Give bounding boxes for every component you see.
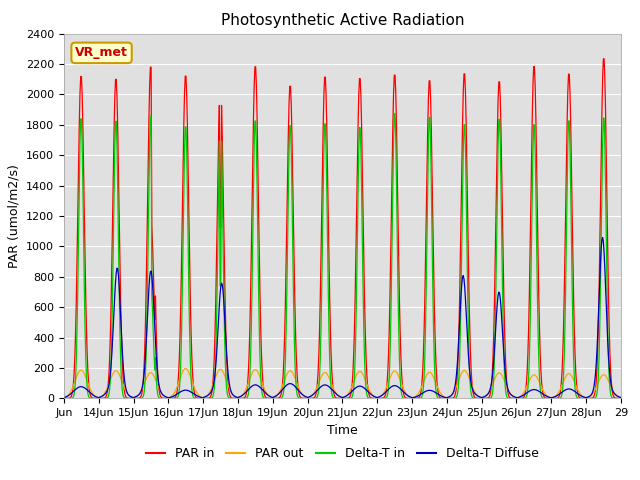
PAR out bbox=[513, 395, 521, 401]
PAR in bbox=[200, 396, 207, 401]
Delta-T Diffuse bbox=[125, 393, 133, 398]
PAR out bbox=[60, 395, 68, 401]
PAR out bbox=[277, 386, 285, 392]
Line: PAR in: PAR in bbox=[64, 59, 621, 398]
PAR in bbox=[125, 396, 133, 401]
PAR in bbox=[401, 394, 408, 399]
PAR out bbox=[432, 380, 440, 385]
Line: PAR out: PAR out bbox=[64, 369, 621, 398]
PAR in bbox=[617, 396, 625, 401]
Delta-T in bbox=[60, 396, 68, 401]
X-axis label: Time: Time bbox=[327, 424, 358, 437]
PAR in bbox=[256, 293, 264, 299]
PAR in bbox=[432, 353, 440, 359]
Delta-T Diffuse bbox=[228, 390, 236, 396]
PAR out bbox=[401, 388, 408, 394]
Delta-T Diffuse bbox=[276, 389, 284, 395]
Delta-T in bbox=[433, 391, 440, 397]
Delta-T Diffuse bbox=[599, 235, 607, 240]
PAR out bbox=[256, 374, 264, 380]
Delta-T in bbox=[125, 396, 133, 401]
Title: Photosynthetic Active Radiation: Photosynthetic Active Radiation bbox=[221, 13, 464, 28]
PAR out bbox=[125, 393, 133, 399]
Delta-T in bbox=[401, 396, 409, 401]
Delta-T in bbox=[339, 396, 347, 401]
Delta-T Diffuse bbox=[617, 395, 625, 400]
Delta-T Diffuse bbox=[408, 395, 416, 401]
PAR out bbox=[617, 395, 625, 401]
Delta-T in bbox=[228, 396, 236, 401]
Delta-T in bbox=[255, 326, 263, 332]
Text: VR_met: VR_met bbox=[75, 47, 128, 60]
Delta-T Diffuse bbox=[60, 395, 68, 400]
PAR out bbox=[228, 391, 236, 397]
Delta-T Diffuse bbox=[432, 390, 440, 396]
PAR in bbox=[228, 396, 236, 401]
Delta-T Diffuse bbox=[400, 389, 408, 395]
Line: Delta-T in: Delta-T in bbox=[64, 114, 621, 398]
PAR in bbox=[60, 396, 68, 401]
Delta-T in bbox=[391, 111, 399, 117]
Legend: PAR in, PAR out, Delta-T in, Delta-T Diffuse: PAR in, PAR out, Delta-T in, Delta-T Dif… bbox=[141, 442, 544, 465]
Line: Delta-T Diffuse: Delta-T Diffuse bbox=[64, 238, 621, 398]
Y-axis label: PAR (umol/m2/s): PAR (umol/m2/s) bbox=[8, 164, 20, 268]
PAR out bbox=[182, 366, 190, 372]
Delta-T Diffuse bbox=[255, 384, 263, 390]
Delta-T in bbox=[617, 396, 625, 401]
PAR in bbox=[600, 56, 607, 61]
Delta-T in bbox=[276, 396, 284, 401]
PAR in bbox=[277, 392, 285, 397]
